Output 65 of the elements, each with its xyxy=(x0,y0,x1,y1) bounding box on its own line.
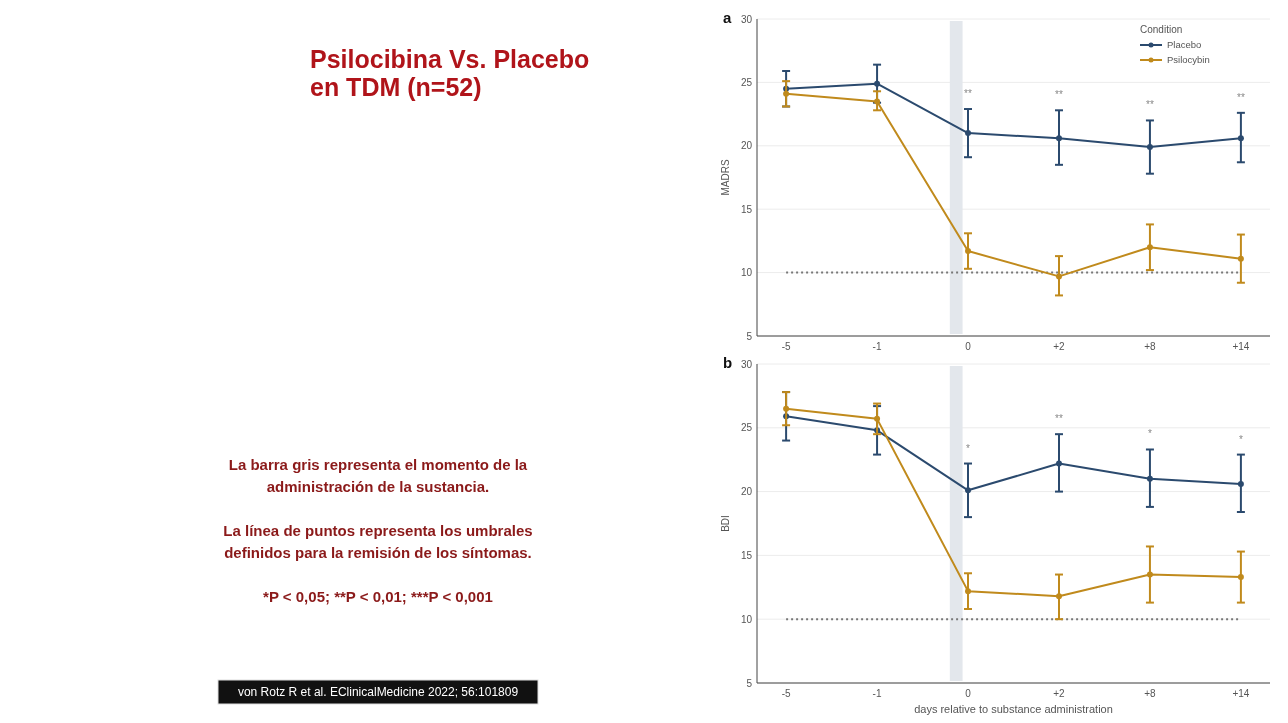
point xyxy=(1146,475,1153,482)
text: Psilocibina Vs. Placebo en TDM (n=52) xyxy=(310,45,590,101)
annotation: ** xyxy=(1055,413,1063,425)
point xyxy=(965,248,972,255)
annotation: ** xyxy=(1237,91,1245,103)
x-tick-label: +14 xyxy=(1232,688,1250,699)
point xyxy=(1146,571,1153,578)
x-tick-label: -1 xyxy=(872,688,882,699)
annotation: ** xyxy=(1146,99,1154,111)
y-tick-label: 30 xyxy=(740,13,753,25)
point xyxy=(1237,255,1244,262)
legend-label: Psilocybin xyxy=(1167,54,1210,66)
x-tick-label: 0 xyxy=(965,688,972,699)
point xyxy=(1237,574,1244,581)
y-tick-label: 25 xyxy=(740,76,753,88)
y-tick-label: 10 xyxy=(740,613,753,625)
x-tick-label: +8 xyxy=(1144,341,1157,352)
text: b xyxy=(723,354,733,371)
annotation: ** xyxy=(964,88,973,100)
annotation: * xyxy=(1238,433,1243,445)
x-tick-label: +2 xyxy=(1053,688,1066,699)
x-tick-label: -5 xyxy=(781,688,791,699)
annotation: * xyxy=(1147,428,1152,440)
point xyxy=(1055,460,1062,467)
text: *P < 0,05; **P < 0,01; ***P < 0,001 xyxy=(263,588,493,605)
x-tick-label: +8 xyxy=(1144,688,1157,699)
point xyxy=(1055,273,1062,280)
y-tick-label: 20 xyxy=(740,486,753,498)
y-tick-label: 10 xyxy=(740,267,753,279)
y-tick-label: 5 xyxy=(746,677,753,689)
point xyxy=(783,405,790,412)
point xyxy=(1055,135,1062,142)
point xyxy=(1055,593,1062,600)
y-tick-label: 15 xyxy=(740,203,753,215)
x-tick-label: 0 xyxy=(965,341,972,352)
y-tick-label: 5 xyxy=(746,330,753,342)
text: La línea de puntos representa los umbrales definidos para la remisión de los síntomas. xyxy=(223,522,533,561)
y-tick-label: 15 xyxy=(740,549,753,561)
x-axis-title: days relative to substance administration xyxy=(914,703,1113,715)
text: von Rotz R et al. EClinicalMedicine 2022; 56:101809 xyxy=(237,685,519,700)
text: a xyxy=(723,9,732,26)
point xyxy=(874,80,881,87)
legend-label: Placebo xyxy=(1167,39,1202,51)
x-tick-label: +2 xyxy=(1053,341,1066,352)
point xyxy=(874,415,881,422)
x-tick-label: -5 xyxy=(781,341,791,352)
y-tick-label: 30 xyxy=(740,358,753,370)
point xyxy=(965,588,972,595)
annotation: ** xyxy=(1055,89,1063,101)
point xyxy=(1146,144,1153,151)
point xyxy=(965,130,972,137)
point xyxy=(1237,135,1244,142)
legend-title: Condition xyxy=(1140,24,1183,35)
point xyxy=(1146,244,1153,251)
x-tick-label: -1 xyxy=(872,341,882,352)
x-tick-label: +14 xyxy=(1232,341,1250,352)
point xyxy=(965,487,972,494)
y-axis-title: MADRS xyxy=(720,159,731,196)
text: La barra gris representa el momento de la administración de la sustancia. xyxy=(228,456,528,495)
annotation: * xyxy=(966,442,971,454)
point xyxy=(783,90,790,97)
y-tick-label: 25 xyxy=(740,422,753,434)
y-axis-title: BDI xyxy=(720,515,731,532)
point xyxy=(1237,480,1244,487)
y-tick-label: 20 xyxy=(740,140,753,152)
